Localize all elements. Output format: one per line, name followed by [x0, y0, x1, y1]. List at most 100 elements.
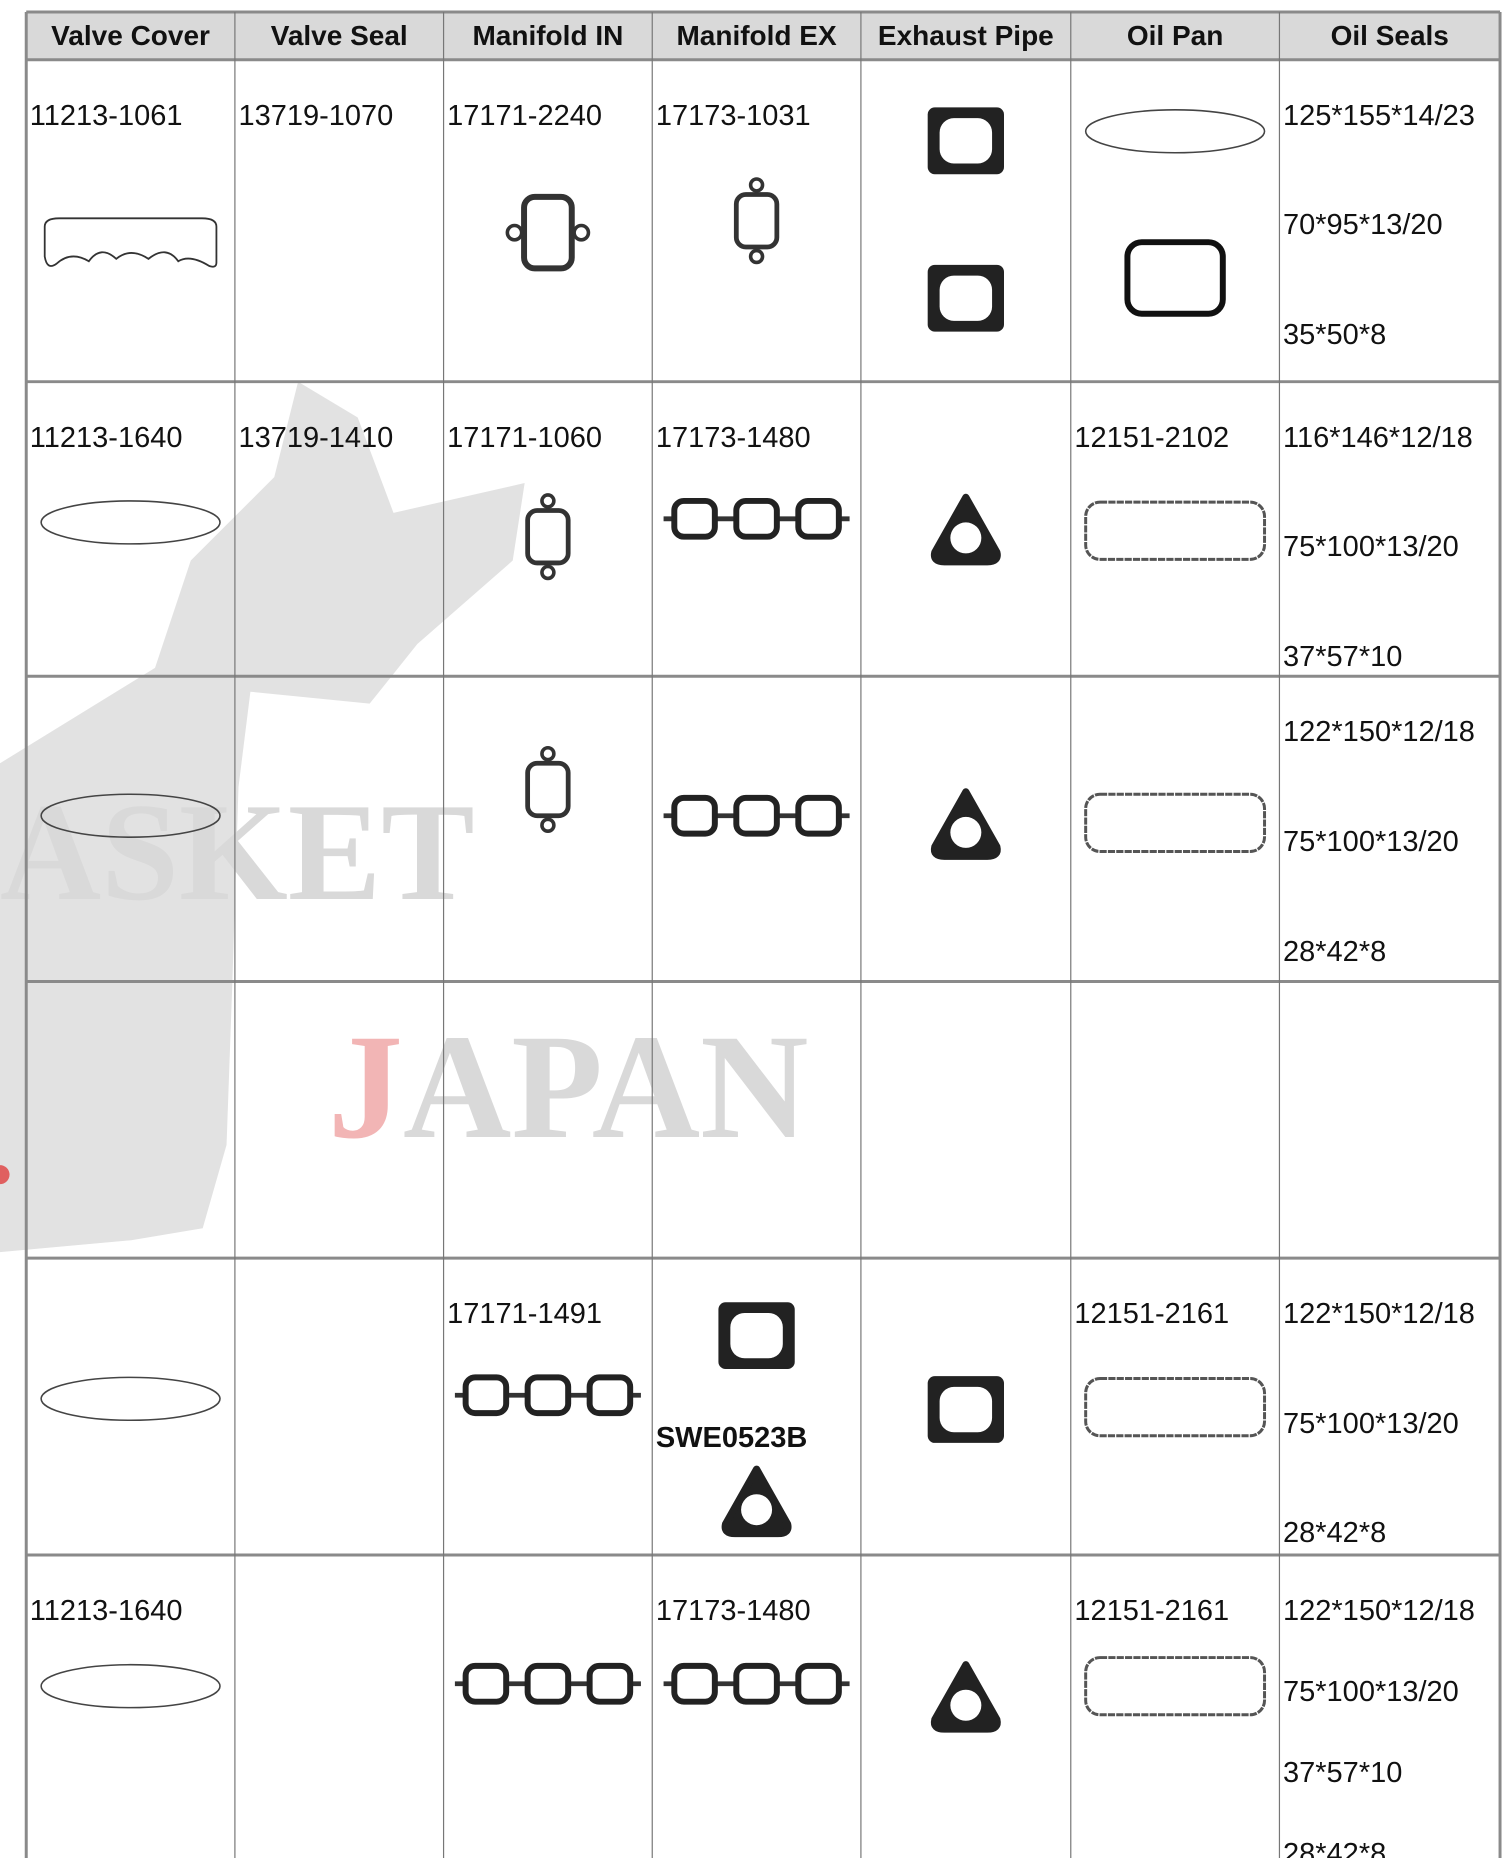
- gasket-ear: [540, 745, 556, 762]
- gasket-drawing: [1084, 792, 1267, 853]
- seal-size: 28*42*8: [1283, 1838, 1387, 1858]
- part-number: 17171-1060: [447, 421, 602, 454]
- gasket: [795, 497, 842, 540]
- gasket-ear: [540, 817, 556, 834]
- seal-size: 75*100*13/20: [1283, 531, 1459, 564]
- seal-size: 37*57*10: [1283, 1757, 1403, 1790]
- gasket-drawing: [718, 1302, 795, 1369]
- gasket-ear: [572, 223, 591, 242]
- seal-size: 125*155*14/23: [1283, 99, 1475, 132]
- gasket: [1084, 1656, 1267, 1717]
- gasket-hole: [950, 1689, 982, 1721]
- seal-size: 75*100*13/20: [1283, 1676, 1459, 1708]
- seal-size: 122*150*12/18: [1283, 716, 1475, 749]
- column-header: Manifold IN: [472, 19, 624, 51]
- gasket-hole: [950, 522, 982, 554]
- gasket: [1084, 792, 1267, 853]
- gasket: [1084, 1377, 1267, 1438]
- gasket-drawing: [454, 1662, 641, 1705]
- gasket-drawing: [1084, 1656, 1267, 1717]
- gasket-drawing: [663, 497, 850, 540]
- part-number: 12151-2161: [1074, 1298, 1230, 1331]
- seal-size: 122*150*12/18: [1283, 1594, 1475, 1627]
- column-header: Oil Seals: [1330, 19, 1449, 51]
- watermark-text: ASKET: [0, 775, 475, 930]
- gasket-drawing: [43, 217, 218, 268]
- gasket-drawing: [40, 1376, 221, 1422]
- column-header: Valve Seal: [270, 19, 408, 51]
- header-bg: [26, 12, 1501, 60]
- gasket: [462, 1374, 510, 1417]
- gasket-drawing: [40, 1663, 221, 1709]
- gasket: [462, 1662, 510, 1705]
- gasket-hole: [950, 816, 982, 848]
- gasket-drawing: [1084, 1377, 1267, 1438]
- gasket-hole: [939, 275, 993, 321]
- seal-size: 122*150*12/18: [1283, 1298, 1475, 1331]
- part-number: SWE0523B: [655, 1422, 808, 1455]
- gasket-drawing: [733, 177, 780, 265]
- part-number: 11213-1061: [29, 99, 183, 132]
- gasket-drawing: [927, 107, 1004, 175]
- map-shape: [0, 381, 525, 1253]
- gasket-drawing: [1084, 109, 1266, 154]
- part-number: 12151-2161: [1074, 1594, 1230, 1627]
- seal-size: 116*146*12/18: [1283, 421, 1473, 454]
- gasket-drawing: [927, 264, 1004, 332]
- gasket: [795, 1662, 842, 1705]
- column-header: Exhaust Pipe: [877, 19, 1054, 51]
- gasket-drawing: [505, 193, 591, 272]
- part-number: 17173-1031: [655, 99, 811, 132]
- column-header: Manifold EX: [676, 19, 837, 51]
- gasket: [1084, 109, 1266, 154]
- part-number: 17171-1491: [447, 1298, 602, 1331]
- gasket-hole: [939, 1386, 993, 1433]
- gasket: [671, 497, 718, 540]
- gasket-drawing: [40, 793, 221, 838]
- part-number: 17173-1480: [655, 1594, 811, 1627]
- gasket-hole: [939, 118, 993, 164]
- gasket: [733, 794, 780, 837]
- gasket-drawing: [525, 745, 571, 834]
- part-number: 17173-1480: [655, 421, 811, 454]
- gasket: [40, 793, 221, 838]
- seal-size: 75*100*13/20: [1283, 1407, 1459, 1440]
- gasket: [524, 1374, 572, 1417]
- part-number: 12151-2102: [1074, 421, 1230, 454]
- gasket-drawing: [930, 1661, 1001, 1733]
- gasket: [733, 497, 780, 540]
- map-dot: [0, 1165, 10, 1185]
- gasket-ear: [505, 223, 524, 242]
- gasket: [671, 1662, 718, 1705]
- gasket-drawing: [1084, 500, 1267, 561]
- gasket-drawing: [930, 493, 1001, 566]
- gasket-drawing: [525, 493, 571, 581]
- gasket-drawing: [927, 1376, 1004, 1443]
- gasket-drawing: [721, 1465, 792, 1538]
- part-number: 11213-1640: [29, 1594, 183, 1627]
- gasket: [1124, 239, 1226, 317]
- part-number: 11213-1640: [29, 421, 183, 454]
- part-number: 13719-1070: [238, 99, 394, 132]
- seal-size: 35*50*8: [1283, 319, 1387, 352]
- gasket-ear: [540, 564, 556, 581]
- gasket: [795, 794, 842, 837]
- gasket: [671, 794, 718, 837]
- gasket-drawing: [663, 1662, 850, 1705]
- gasket-drawing: [454, 1374, 641, 1417]
- column-header: Oil Pan: [1126, 19, 1224, 51]
- gasket-hole: [730, 1312, 783, 1359]
- gasket-ear: [748, 248, 765, 265]
- watermark-text: JAPAN: [328, 1004, 809, 1170]
- gasket: [40, 1376, 221, 1422]
- gasket: [40, 1663, 221, 1709]
- part-number: 17171-2240: [447, 99, 602, 132]
- gasket-drawing: [1124, 239, 1226, 317]
- gasket-drawing: [663, 794, 850, 837]
- gasket: [1084, 500, 1267, 561]
- gasket-ear: [540, 493, 556, 509]
- gasket: [40, 500, 221, 545]
